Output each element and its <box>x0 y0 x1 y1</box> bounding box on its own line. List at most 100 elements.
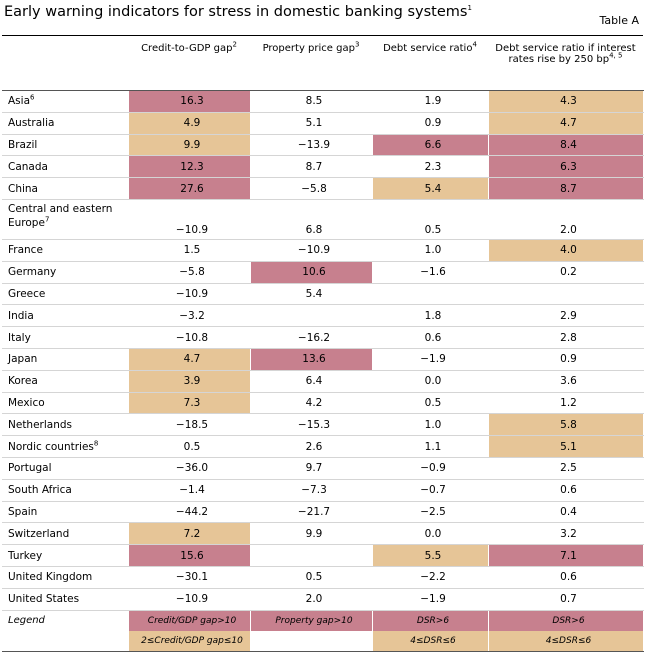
table-row: Australia 4.9 5.1 0.9 4.7 <box>2 112 644 135</box>
cell-dsr: −1.9 <box>371 348 489 371</box>
table-row: India −3.2 1.8 2.9 <box>2 304 644 328</box>
cell-property-gap <box>249 304 373 328</box>
table-row: France 1.5 −10.9 1.0 4.0 <box>2 239 644 262</box>
legend-credit-high: Credit/GDP gap>10 <box>127 610 251 631</box>
country-name: Mexico <box>2 392 128 415</box>
country-name: India <box>2 304 128 328</box>
country-name: Canada <box>2 155 128 179</box>
cell-property-gap: 2.0 <box>249 588 373 611</box>
cell-property-gap: 6.4 <box>249 370 373 393</box>
cell-property-gap: 2.6 <box>249 435 373 458</box>
table-row: United States −10.9 2.0 −1.9 0.7 <box>2 588 644 611</box>
cell-property-gap: −7.3 <box>249 479 373 502</box>
cell-dsr: −2.2 <box>371 566 489 589</box>
cell-property-gap: 8.7 <box>249 155 373 179</box>
cell-dsr: 0.0 <box>371 370 489 393</box>
table-row: Asia6 16.3 8.5 1.9 4.3 <box>2 90 644 113</box>
cell-dsr-250bp: 6.3 <box>487 155 644 179</box>
legend-credit-medium: 2≤Credit/GDP gap≤10 <box>127 630 251 652</box>
cell-credit-gap: 7.2 <box>127 522 251 546</box>
cell-property-gap: −15.3 <box>249 413 373 437</box>
cell-dsr-250bp: 8.7 <box>487 177 644 200</box>
country-name: Spain <box>2 501 128 524</box>
cell-dsr: 0.5 <box>371 392 489 415</box>
cell-dsr-250bp: 0.6 <box>487 566 644 589</box>
cell-credit-gap: 4.7 <box>127 348 251 371</box>
country-name: Turkey <box>2 544 128 567</box>
legend-dsr-high: DSR>6 <box>371 610 489 631</box>
cell-credit-gap: 1.5 <box>127 239 251 262</box>
country-name: South Africa <box>2 479 128 502</box>
cell-property-gap: 9.7 <box>249 457 373 480</box>
cell-credit-gap: −30.1 <box>127 566 251 589</box>
country-name: Asia6 <box>2 90 128 113</box>
cell-credit-gap: −3.2 <box>127 304 251 328</box>
cell-credit-gap: 27.6 <box>127 177 251 200</box>
country-name: Italy <box>2 326 128 349</box>
cell-dsr: −0.9 <box>371 457 489 480</box>
cell-property-gap: −13.9 <box>249 134 373 157</box>
legend-property-medium <box>249 630 373 652</box>
cell-dsr: 5.4 <box>371 177 489 200</box>
cell-property-gap: 4.2 <box>249 392 373 415</box>
cell-credit-gap: 12.3 <box>127 155 251 179</box>
table-row: Germany −5.8 10.6 −1.6 0.2 <box>2 261 644 284</box>
country-name: Germany <box>2 261 128 284</box>
table-row: Netherlands −18.5 −15.3 1.0 5.8 <box>2 413 644 437</box>
table-row: South Africa −1.4 −7.3 −0.7 0.6 <box>2 479 644 502</box>
cell-dsr-250bp: 4.3 <box>487 90 644 113</box>
cell-dsr: 1.8 <box>371 304 489 328</box>
cell-dsr-250bp: 0.9 <box>487 348 644 371</box>
cell-credit-gap: −18.5 <box>127 413 251 437</box>
country-name: Brazil <box>2 134 128 157</box>
header-country <box>2 37 128 91</box>
cell-dsr-250bp: 3.6 <box>487 370 644 393</box>
table-tag: Table A <box>599 14 639 27</box>
cell-credit-gap: 7.3 <box>127 392 251 415</box>
cell-property-gap: 5.4 <box>249 283 373 306</box>
cell-dsr: 1.9 <box>371 90 489 113</box>
table-row: Switzerland 7.2 9.9 0.0 3.2 <box>2 522 644 546</box>
cell-credit-gap: 4.9 <box>127 112 251 135</box>
header-property-gap: Property price gap3 <box>250 37 372 91</box>
country-name: Switzerland <box>2 522 128 546</box>
cell-credit-gap: 16.3 <box>127 90 251 113</box>
country-name: Portugal <box>2 457 128 480</box>
cell-dsr-250bp: 0.7 <box>487 588 644 611</box>
cell-dsr: −2.5 <box>371 501 489 524</box>
cell-dsr: 0.5 <box>371 199 489 240</box>
cell-dsr: 0.6 <box>371 326 489 349</box>
table-row: Spain −44.2 −21.7 −2.5 0.4 <box>2 501 644 524</box>
cell-dsr: 1.0 <box>371 413 489 437</box>
cell-dsr: −1.6 <box>371 261 489 284</box>
cell-property-gap: 10.6 <box>249 261 373 284</box>
cell-dsr-250bp <box>487 283 644 306</box>
legend-dsr250-medium: 4≤DSR≤6 <box>487 630 644 652</box>
cell-dsr: −1.9 <box>371 588 489 611</box>
cell-dsr-250bp: 7.1 <box>487 544 644 567</box>
cell-dsr-250bp: 0.6 <box>487 479 644 502</box>
country-name: Netherlands <box>2 413 128 437</box>
cell-credit-gap: −5.8 <box>127 261 251 284</box>
header-row: Credit-to-GDP gap2 Property price gap3 D… <box>2 37 643 91</box>
table-row: Portugal −36.0 9.7 −0.9 2.5 <box>2 457 644 480</box>
cell-dsr-250bp: 2.9 <box>487 304 644 328</box>
country-name: Central and eastern Europe7 <box>2 199 128 240</box>
table-row: Brazil 9.9 −13.9 6.6 8.4 <box>2 134 644 157</box>
legend-row-medium: 2≤Credit/GDP gap≤10 4≤DSR≤6 4≤DSR≤6 <box>2 630 644 652</box>
cell-property-gap: −5.8 <box>249 177 373 200</box>
cell-credit-gap: −10.9 <box>127 588 251 611</box>
table-row: Central and eastern Europe7 −10.9 6.8 0.5 2.… <box>2 199 644 240</box>
country-name: United States <box>2 588 128 611</box>
cell-dsr: 1.0 <box>371 239 489 262</box>
table-row: Italy −10.8 −16.2 0.6 2.8 <box>2 326 644 349</box>
header-credit-gap: Credit-to-GDP gap2 <box>128 37 250 91</box>
table-row: Japan 4.7 13.6 −1.9 0.9 <box>2 348 644 371</box>
country-name: Japan <box>2 348 128 371</box>
cell-property-gap: 0.5 <box>249 566 373 589</box>
cell-credit-gap: 9.9 <box>127 134 251 157</box>
legend-blank <box>2 630 128 652</box>
cell-dsr-250bp: 1.2 <box>487 392 644 415</box>
cell-property-gap: −10.9 <box>249 239 373 262</box>
cell-dsr-250bp: 4.0 <box>487 239 644 262</box>
